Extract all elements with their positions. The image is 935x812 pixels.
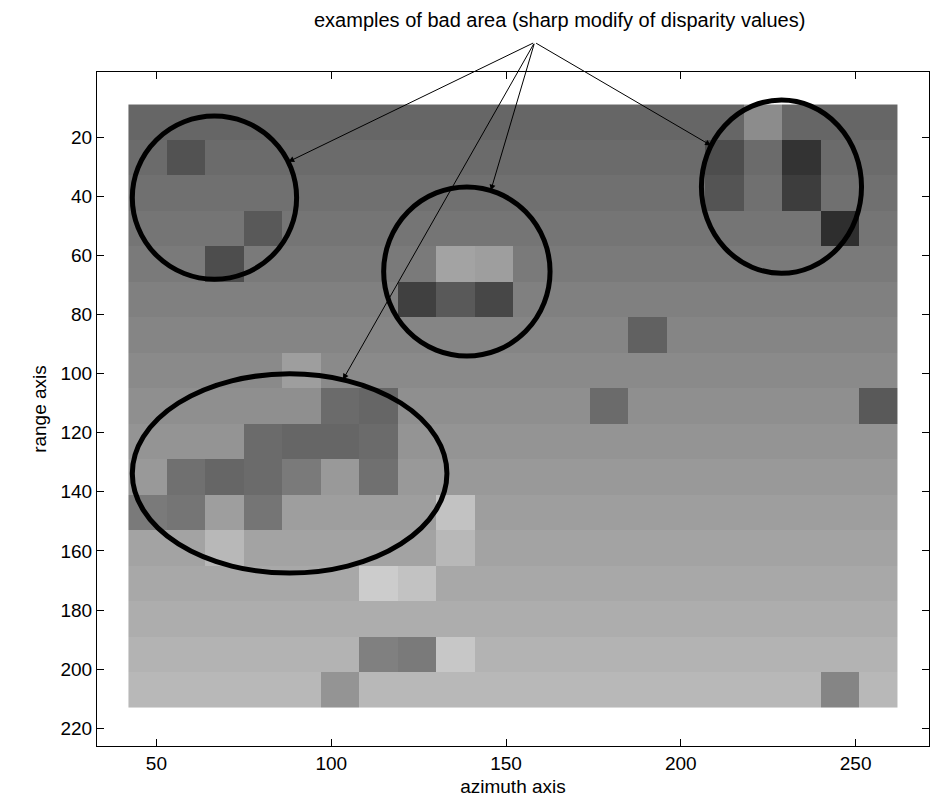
svg-text:140: 140	[60, 481, 92, 502]
svg-text:100: 100	[60, 363, 92, 384]
svg-text:50: 50	[146, 753, 167, 774]
svg-text:160: 160	[60, 541, 92, 562]
svg-text:150: 150	[490, 753, 522, 774]
svg-text:250: 250	[840, 753, 872, 774]
svg-text:180: 180	[60, 600, 92, 621]
svg-text:60: 60	[71, 245, 92, 266]
svg-text:200: 200	[665, 753, 697, 774]
svg-text:220: 220	[60, 718, 92, 739]
svg-text:100: 100	[315, 753, 347, 774]
svg-text:120: 120	[60, 422, 92, 443]
svg-text:20: 20	[71, 127, 92, 148]
svg-text:range axis: range axis	[29, 365, 50, 453]
svg-text:40: 40	[71, 186, 92, 207]
svg-text:examples of bad area (sharp mo: examples of bad area (sharp modify of di…	[314, 9, 805, 31]
svg-text:200: 200	[60, 659, 92, 680]
svg-text:80: 80	[71, 304, 92, 325]
svg-text:azimuth axis: azimuth axis	[460, 776, 566, 797]
